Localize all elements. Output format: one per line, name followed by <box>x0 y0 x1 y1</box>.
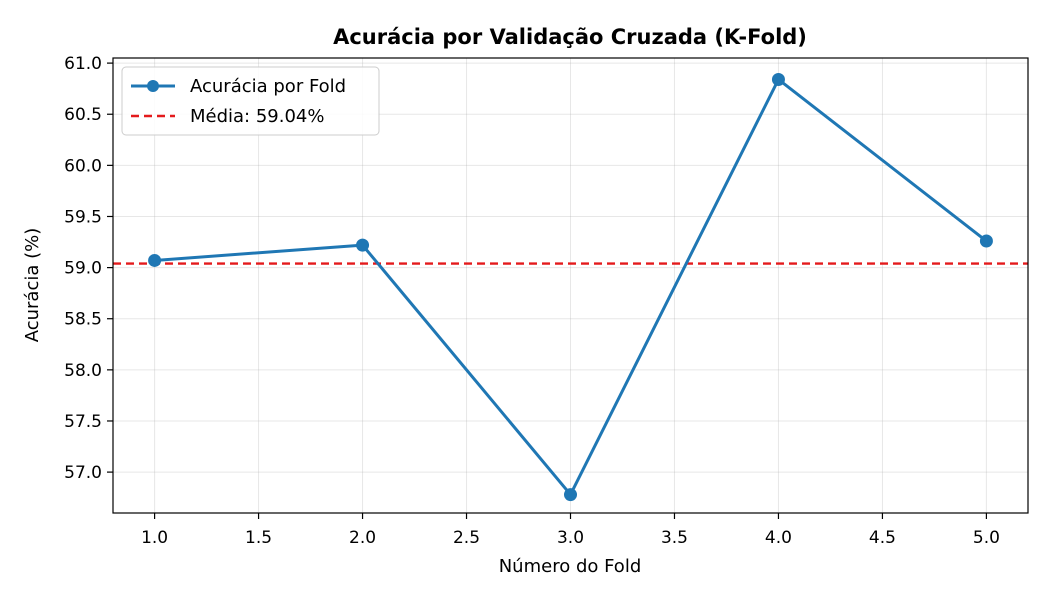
x-tick-label: 2.5 <box>453 528 480 548</box>
x-tick-label: 5.0 <box>973 528 1000 548</box>
chart-title: Acurácia por Validação Cruzada (K-Fold) <box>333 25 807 49</box>
legend-box <box>121 66 380 136</box>
y-tick-label: 60.0 <box>64 156 102 176</box>
y-tick-label: 61.0 <box>64 54 102 74</box>
y-tick-label: 58.5 <box>64 310 102 330</box>
y-tick-label: 57.0 <box>64 463 102 483</box>
series <box>148 72 993 502</box>
legend-series-label: Acurácia por Fold <box>190 76 346 97</box>
data-point <box>564 488 577 502</box>
y-axis-ticks: 57.0 57.5 58.0 58.5 59.0 59.5 60.0 60.5 61.0 <box>64 54 113 483</box>
legend: Acurácia por Fold Média: 59.04% <box>121 66 380 136</box>
y-tick-label: 58.0 <box>64 361 102 381</box>
x-tick-label: 3.5 <box>661 528 688 548</box>
y-tick-label: 59.5 <box>64 207 102 227</box>
data-point <box>356 238 370 252</box>
x-axis-label: Número do Fold <box>499 556 642 577</box>
legend-series-marker <box>147 80 159 92</box>
legend-mean-label: Média: 59.04% <box>190 106 324 127</box>
y-tick-label: 57.5 <box>64 412 102 432</box>
x-axis-ticks: 1.0 1.5 2.0 2.5 3.0 3.5 4.0 4.5 5.0 <box>141 513 1000 548</box>
x-tick-label: 1.0 <box>141 528 168 548</box>
data-point <box>979 234 993 248</box>
y-tick-label: 60.5 <box>64 105 102 125</box>
y-tick-label: 59.0 <box>64 259 102 279</box>
x-tick-label: 1.5 <box>245 528 272 548</box>
y-axis-label: Acurácia (%) <box>22 228 43 343</box>
x-tick-label: 3.0 <box>557 528 584 548</box>
data-point <box>771 72 785 86</box>
x-tick-label: 4.0 <box>765 528 792 548</box>
x-tick-label: 2.0 <box>349 528 376 548</box>
x-tick-label: 4.5 <box>869 528 896 548</box>
data-point <box>148 253 162 267</box>
